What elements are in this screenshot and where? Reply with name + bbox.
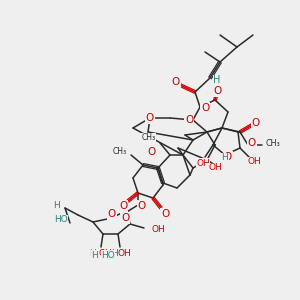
Text: O: O bbox=[172, 77, 180, 87]
Text: O: O bbox=[161, 209, 169, 219]
Text: OH: OH bbox=[208, 164, 222, 172]
Text: CH₃: CH₃ bbox=[266, 139, 281, 148]
Text: H: H bbox=[53, 200, 60, 209]
Text: CH₃: CH₃ bbox=[142, 134, 156, 142]
Text: O: O bbox=[121, 213, 129, 223]
Text: O: O bbox=[119, 201, 127, 211]
Text: OH: OH bbox=[247, 158, 261, 166]
Text: O: O bbox=[252, 118, 260, 128]
Text: O: O bbox=[214, 86, 222, 96]
Text: H: H bbox=[213, 75, 221, 85]
Text: OH: OH bbox=[196, 158, 210, 167]
Text: O: O bbox=[148, 147, 156, 157]
Text: H: H bbox=[92, 250, 98, 260]
Text: CH₃: CH₃ bbox=[113, 146, 127, 155]
Text: OH: OH bbox=[117, 250, 131, 259]
Text: HO: HO bbox=[54, 215, 68, 224]
Text: O: O bbox=[248, 138, 256, 148]
Text: H: H bbox=[90, 250, 96, 259]
Text: H: H bbox=[222, 154, 228, 163]
Text: H: H bbox=[111, 250, 117, 259]
Text: O: O bbox=[201, 103, 209, 113]
Text: HO: HO bbox=[101, 250, 115, 260]
Text: OH: OH bbox=[152, 224, 166, 233]
Text: O: O bbox=[138, 201, 146, 211]
Text: O: O bbox=[185, 115, 193, 125]
Text: O: O bbox=[224, 152, 232, 162]
Text: O: O bbox=[146, 113, 154, 123]
Text: OH: OH bbox=[98, 250, 112, 259]
Text: O: O bbox=[108, 209, 116, 219]
